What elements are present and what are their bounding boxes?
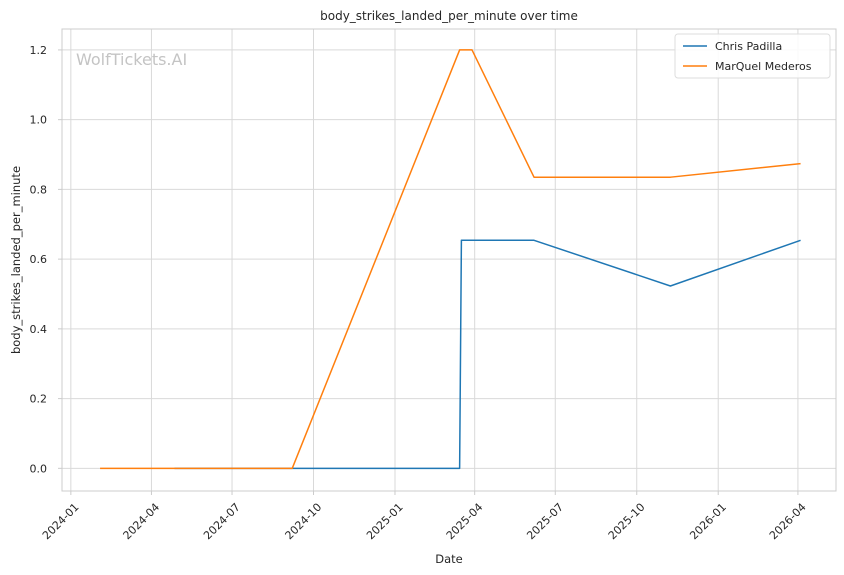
series-line <box>100 49 801 470</box>
y-tick-label: 0.8 <box>30 183 48 196</box>
y-tick-label: 0.6 <box>30 253 48 266</box>
plot-area <box>61 28 837 492</box>
x-axis-label: Date <box>435 552 463 566</box>
y-tick-label: 1.2 <box>30 44 48 57</box>
y-tick-label: 0.0 <box>30 462 48 475</box>
series-line <box>174 239 801 470</box>
chart-title: body_strikes_landed_per_minute over time <box>320 9 578 23</box>
series-layer <box>100 49 801 470</box>
y-tick-label: 1.0 <box>30 114 48 127</box>
y-tick-label: 0.2 <box>30 393 48 406</box>
y-tick-label: 0.4 <box>30 323 48 336</box>
y-axis-label: body_strikes_landed_per_minute <box>9 166 23 354</box>
legend: Chris Padilla MarQuel Mederos <box>674 33 831 79</box>
legend-label: Chris Padilla <box>715 40 782 53</box>
watermark-text: WolfTickets.AI <box>76 50 187 69</box>
legend-label: MarQuel Mederos <box>715 60 812 73</box>
y-axis-ticks: 0.0 0.2 0.4 0.6 0.8 1.0 1.2 <box>30 44 62 475</box>
legend-box <box>674 33 831 79</box>
